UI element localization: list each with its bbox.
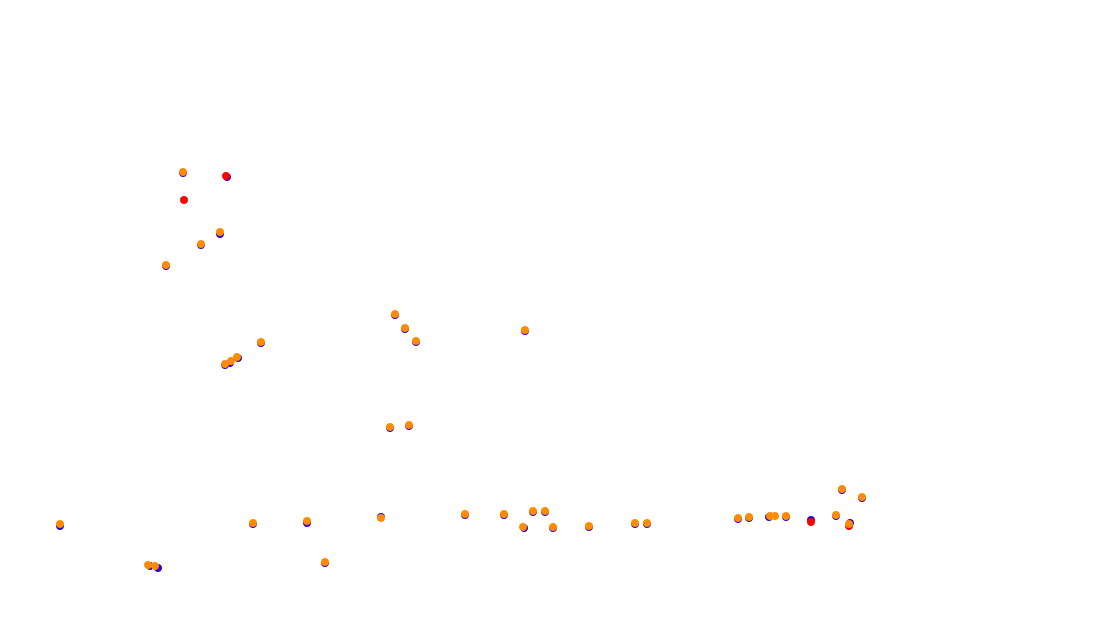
scatter-point-orange-2	[162, 261, 170, 269]
scatter-point-orange-20	[461, 510, 469, 518]
scatter-point-orange-37	[845, 520, 853, 528]
scatter-point-orange-33	[771, 512, 779, 520]
scatter-point-orange-17	[391, 310, 399, 318]
scatter-points	[56, 168, 866, 572]
scatter-point-red-1	[222, 172, 230, 180]
scatter-point-orange-23	[519, 523, 527, 531]
scatter-point-orange-31	[745, 513, 753, 521]
scatter-point-orange-15	[405, 421, 413, 429]
scatter-point-orange-12	[151, 562, 159, 570]
scatter-point-orange-0	[56, 520, 64, 528]
scatter-point-orange-1	[179, 168, 187, 176]
scatter-point-orange-24	[529, 507, 537, 515]
scatter-point-orange-38	[858, 493, 866, 501]
scatter-point-orange-16	[377, 514, 385, 522]
scatter-point-orange-10	[303, 517, 311, 525]
scatter-point-orange-11	[144, 561, 152, 569]
scatter-point-orange-14	[386, 423, 394, 431]
scatter-point-orange-4	[216, 228, 224, 236]
scatter-point-orange-27	[585, 522, 593, 530]
scatter-point-orange-36	[838, 485, 846, 493]
scatter-point-orange-3	[197, 240, 205, 248]
scatter-point-orange-7	[233, 353, 241, 361]
scatter-point-orange-28	[631, 519, 639, 527]
scatter-point-orange-5	[221, 360, 229, 368]
scatter-point-orange-19	[412, 337, 420, 345]
scatter-point-orange-26	[549, 523, 557, 531]
scatter-point-orange-29	[643, 519, 651, 527]
scatter-point-red-2	[807, 518, 815, 526]
scatter-point-red-0	[180, 196, 188, 204]
scatter-point-orange-9	[249, 519, 257, 527]
scatter-point-orange-22	[521, 326, 529, 334]
scatter-point-orange-21	[500, 510, 508, 518]
scatter-point-orange-13	[321, 558, 329, 566]
scatter-point-orange-34	[782, 512, 790, 520]
scatter-point-orange-8	[257, 338, 265, 346]
scatter-point-orange-18	[401, 324, 409, 332]
scatter-point-orange-35	[832, 511, 840, 519]
scatter-point-orange-25	[541, 507, 549, 515]
scatter-point-orange-30	[734, 514, 742, 522]
scatter-point-orange-6	[227, 357, 235, 365]
